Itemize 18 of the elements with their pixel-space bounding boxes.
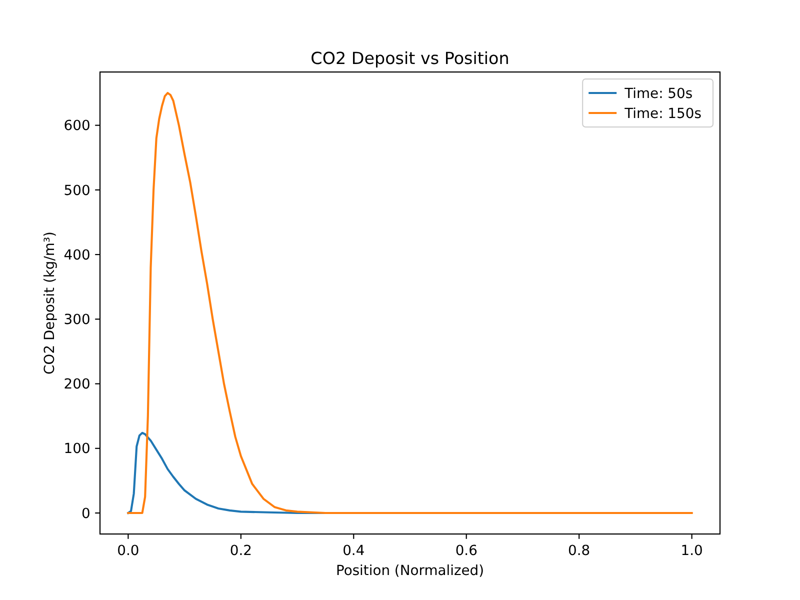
y-tick-label: 400 [64, 247, 90, 264]
legend-label: Time: 50s [624, 86, 693, 102]
y-tick-label: 100 [64, 441, 90, 458]
y-tick-label: 500 [64, 182, 90, 199]
x-tick-label: 0.0 [117, 542, 140, 559]
x-tick-label: 0.8 [568, 542, 590, 559]
legend-label: Time: 150s [624, 106, 702, 122]
x-tick-label: 1.0 [680, 542, 703, 559]
x-axis-title: Position (Normalized) [336, 563, 484, 579]
x-tick-label: 0.2 [230, 542, 252, 559]
y-tick-label: 200 [64, 376, 90, 393]
x-tick-label: 0.6 [455, 542, 478, 559]
y-tick-label: 300 [64, 312, 90, 328]
y-tick-label: 600 [64, 118, 90, 134]
x-tick-label: 0.4 [342, 542, 365, 559]
y-tick-label: 0 [81, 506, 90, 522]
chart-title: CO2 Deposit vs Position [310, 48, 510, 68]
y-axis-title: CO2 Deposit (kg/m³) [42, 232, 58, 374]
